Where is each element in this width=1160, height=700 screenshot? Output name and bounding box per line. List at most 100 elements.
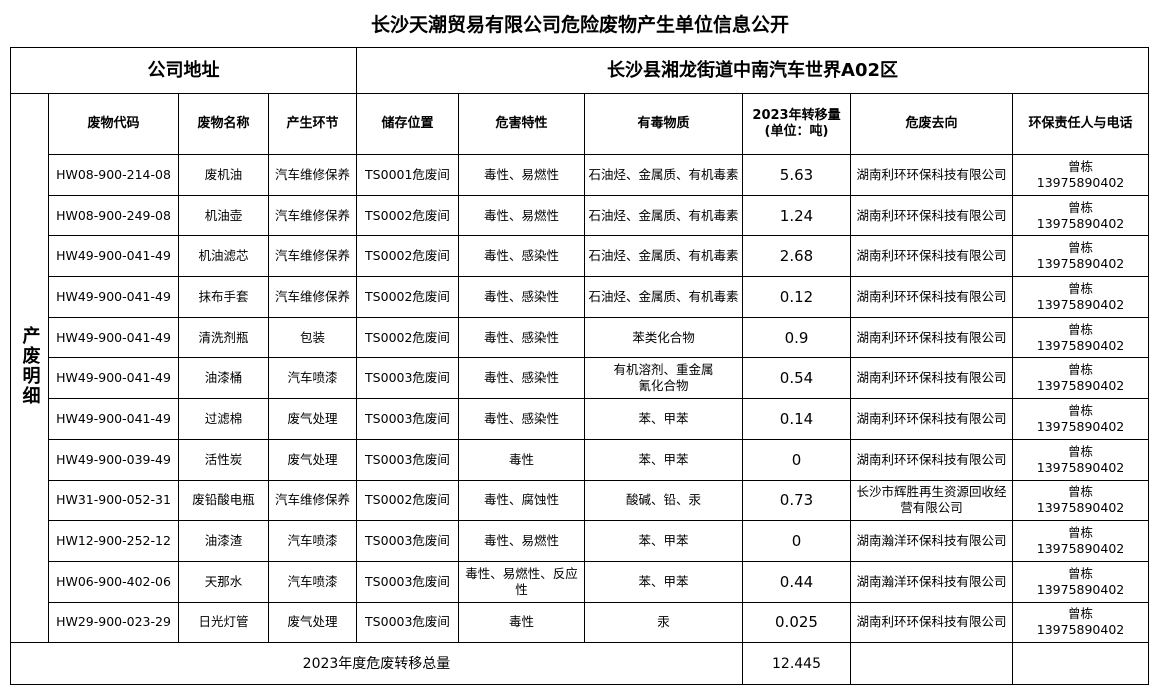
cell-contact: 曾栋 13975890402	[1011, 601, 1150, 644]
total-value: 12.445	[742, 642, 851, 686]
table-row: HW12-900-252-12 油漆渣 汽车喷漆 TS0003危废间 毒性、易燃性 苯、甲…	[11, 520, 1150, 562]
contact-name: 曾栋	[1068, 606, 1094, 622]
cell-contact: 曾栋 13975890402	[1011, 235, 1150, 278]
side-label: 产废明细	[19, 325, 41, 406]
cell-hazard: 毒性、易燃性、反应性	[458, 560, 585, 603]
contact-phone: 13975890402	[1036, 622, 1125, 638]
cell-name: 废铅酸电瓶	[178, 479, 269, 522]
contact-phone: 13975890402	[1036, 581, 1125, 597]
header-contact: 环保责任人与电话	[1011, 93, 1150, 155]
cell-stage: 废气处理	[268, 438, 357, 481]
header-destination: 危废去向	[850, 93, 1013, 155]
cell-code: HW08-900-249-08	[48, 194, 179, 237]
cell-amount: 0.14	[742, 398, 851, 440]
address-label: 公司地址	[10, 47, 357, 94]
cell-name: 油漆桶	[178, 357, 269, 400]
cell-code: HW08-900-214-08	[48, 154, 179, 196]
cell-name: 活性炭	[178, 438, 269, 481]
header-storage: 储存位置	[356, 93, 459, 155]
table-row: HW08-900-214-08 废机油 汽车维修保养 TS0001危废间 毒性、易燃性石…	[11, 154, 1150, 196]
total-row: 2023年度危废转移总量 12.445	[10, 642, 1150, 686]
contact-phone: 13975890402	[1036, 500, 1125, 516]
cell-name: 日光灯管	[178, 601, 269, 644]
cell-amount: 0.025	[742, 601, 851, 644]
cell-amount: 0.44	[742, 560, 851, 603]
cell-contact: 曾栋 13975890402	[1011, 316, 1150, 359]
cell-destination: 湖南利环环保科技有限公司	[850, 194, 1013, 237]
cell-code: HW49-900-039-49	[48, 438, 179, 481]
cell-hazard: 毒性	[458, 601, 585, 644]
cell-contact: 曾栋 13975890402	[1011, 438, 1150, 481]
cell-toxic: 有机溶剂、重金属 氰化合物	[584, 357, 743, 400]
cell-stage: 废气处理	[268, 601, 357, 644]
cell-stage: 汽车维修保养	[268, 194, 357, 237]
contact-name: 曾栋	[1068, 158, 1094, 174]
cell-hazard: 毒性、感染性	[458, 276, 585, 318]
cell-contact: 曾栋 13975890402	[1011, 398, 1150, 440]
cell-stage: 汽车维修保养	[268, 235, 357, 278]
contact-phone: 13975890402	[1036, 541, 1125, 557]
cell-stage: 汽车维修保养	[268, 154, 357, 196]
cell-stage: 汽车维修保养	[268, 276, 357, 318]
cell-storage: TS0003危废间	[356, 398, 459, 440]
cell-code: HW06-900-402-06	[48, 560, 179, 603]
cell-storage: TS0002危废间	[356, 316, 459, 359]
cell-toxic: 石油烃、金属质、有机毒素	[584, 154, 743, 196]
contact-name: 曾栋	[1068, 402, 1094, 418]
cell-code: HW49-900-041-49	[48, 276, 179, 318]
cell-storage: TS0002危废间	[356, 194, 459, 237]
cell-code: HW31-900-052-31	[48, 479, 179, 522]
table-row: HW29-900-023-29 日光灯管 废气处理 TS0003危废间 毒性汞 0.025…	[11, 601, 1150, 644]
cell-toxic: 酸碱、铅、汞	[584, 479, 743, 522]
cell-destination: 湖南利环环保科技有限公司	[850, 438, 1013, 481]
table-row: HW08-900-249-08 机油壶 汽车维修保养 TS0002危废间 毒性、易燃性石…	[11, 194, 1150, 237]
contact-phone: 13975890402	[1036, 174, 1125, 190]
header-stage: 产生环节	[268, 93, 357, 155]
cell-storage: TS0003危废间	[356, 520, 459, 562]
cell-name: 清洗剂瓶	[178, 316, 269, 359]
total-label: 2023年度危废转移总量	[10, 642, 743, 686]
cell-amount: 0.54	[742, 357, 851, 400]
table-row: HW49-900-041-49 机油滤芯 汽车维修保养 TS0002危废间 毒性、感染性…	[11, 235, 1150, 278]
cell-code: HW49-900-041-49	[48, 357, 179, 400]
table-row: HW49-900-041-49 油漆桶 汽车喷漆 TS0003危废间 毒性、感染性 有机溶…	[11, 357, 1150, 400]
cell-stage: 汽车喷漆	[268, 560, 357, 603]
cell-contact: 曾栋 13975890402	[1011, 194, 1150, 237]
cell-toxic: 石油烃、金属质、有机毒素	[584, 276, 743, 318]
cell-name: 废机油	[178, 154, 269, 196]
cell-contact: 曾栋 13975890402	[1011, 154, 1150, 196]
page-title: 长沙天潮贸易有限公司危险废物产生单位信息公开	[370, 14, 789, 36]
cell-amount: 0.12	[742, 276, 851, 318]
cell-toxic: 苯、甲苯	[584, 560, 743, 603]
cell-storage: TS0003危废间	[356, 560, 459, 603]
cell-amount: 2.68	[742, 235, 851, 278]
cell-hazard: 毒性、易燃性	[458, 154, 585, 196]
table-row: HW49-900-041-49 抹布手套 汽车维修保养 TS0002危废间 毒性、感染性…	[11, 276, 1150, 318]
cell-code: HW49-900-041-49	[48, 235, 179, 278]
cell-destination: 湖南瀚洋环保科技有限公司	[850, 560, 1013, 603]
header-hazard: 危害特性	[458, 93, 585, 155]
contact-phone: 13975890402	[1036, 337, 1125, 353]
cell-name: 抹布手套	[178, 276, 269, 318]
cell-toxic: 石油烃、金属质、有机毒素	[584, 235, 743, 278]
cell-amount: 1.24	[742, 194, 851, 237]
cell-stage: 汽车喷漆	[268, 520, 357, 562]
cell-stage: 包装	[268, 316, 357, 359]
contact-phone: 13975890402	[1036, 215, 1125, 231]
cell-destination: 长沙市辉胜再生资源回收经营有限公司	[850, 479, 1013, 522]
cell-contact: 曾栋 13975890402	[1011, 520, 1150, 562]
cell-destination: 湖南利环环保科技有限公司	[850, 357, 1013, 400]
cell-amount: 0.9	[742, 316, 851, 359]
contact-name: 曾栋	[1068, 280, 1094, 296]
cell-storage: TS0001危废间	[356, 154, 459, 196]
address-value: 长沙县湘龙街道中南汽车世界A02区	[355, 47, 1150, 94]
cell-name: 机油滤芯	[178, 235, 269, 278]
cell-stage: 汽车喷漆	[268, 357, 357, 400]
cell-toxic: 石油烃、金属质、有机毒素	[584, 194, 743, 237]
cell-destination: 湖南利环环保科技有限公司	[850, 276, 1013, 318]
cell-hazard: 毒性、感染性	[458, 235, 585, 278]
table-row: HW31-900-052-31 废铅酸电瓶 汽车维修保养 TS0002危废间 毒性、腐蚀…	[11, 479, 1150, 522]
cell-hazard: 毒性、易燃性	[458, 520, 585, 562]
cell-destination: 湖南利环环保科技有限公司	[850, 398, 1013, 440]
cell-amount: 0	[742, 438, 851, 481]
